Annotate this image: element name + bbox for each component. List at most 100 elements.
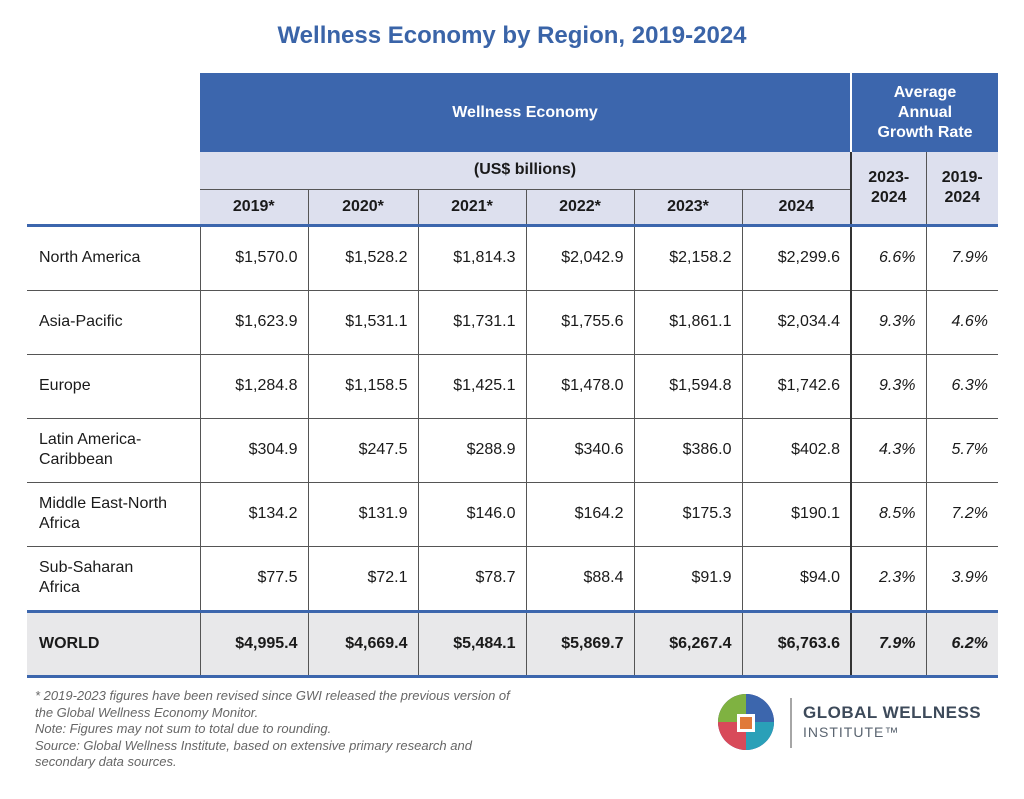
value-cell: $1,284.8 <box>199 354 308 419</box>
data-row: Europe $1,284.8 $1,158.5 $1,425.1 $1,478.0 $1… <box>27 354 998 419</box>
growth-period-line: 2024 <box>870 188 907 206</box>
blank-cell <box>27 189 200 225</box>
growth-cell: 2.3% <box>850 546 926 612</box>
growth-cell: 8.5% <box>850 482 926 547</box>
year: 2020* <box>307 188 418 225</box>
growth-header-line: Annual <box>897 103 953 121</box>
growth-cell: 3.9% <box>925 546 998 612</box>
total-row: WORLD $4,995.4 $4,669.4 $5,484.1 $5,869.7 $6,… <box>27 609 998 678</box>
note-line: Note: Figures may not sum to total due t… <box>35 721 332 736</box>
note-line: * 2019-2023 figures have been revised si… <box>35 688 510 703</box>
value-cell: $304.9 <box>199 418 308 483</box>
value-cell: $1,570.0 <box>199 223 308 291</box>
value-cell: $1,755.6 <box>525 290 634 355</box>
value-cell: $91.9 <box>633 546 742 612</box>
value-cell: $340.6 <box>525 418 634 483</box>
value-cell: $1,528.2 <box>307 223 418 291</box>
value-cell: $131.9 <box>307 482 418 547</box>
value-cell: $88.4 <box>525 546 634 612</box>
row-label: Sub-Saharan Africa <box>27 546 200 612</box>
row-label-line: Asia-Pacific <box>39 313 123 330</box>
value-cell: $247.5 <box>307 418 418 483</box>
growth-header-line: Growth Rate <box>877 123 973 141</box>
growth-cell: 4.3% <box>850 418 926 483</box>
growth-period-line: 2024 <box>944 188 981 206</box>
years-row: 2019* 2020* 2021* 2022* 2023* 2024 <box>27 188 998 225</box>
row-label-line: WORLD <box>39 634 100 652</box>
row-label: WORLD <box>27 609 200 678</box>
growth-period: 2019- 2024 <box>925 152 998 225</box>
value-cell: $78.7 <box>417 546 526 612</box>
blank-cell <box>27 152 200 189</box>
row-label-line: Africa <box>39 515 80 532</box>
value-cell: $1,478.0 <box>525 354 634 419</box>
row-label-line: Middle East-North <box>39 495 168 512</box>
year: 2019* <box>200 188 308 225</box>
value-cell: $1,742.6 <box>741 354 851 419</box>
value-cell: $77.5 <box>199 546 308 612</box>
title: Wellness Economy by Region, 2019-2024 <box>277 22 747 49</box>
growth-cell: 4.6% <box>925 290 998 355</box>
row-label: Latin America- Caribbean <box>27 418 200 483</box>
value-cell: $146.0 <box>417 482 526 547</box>
value-cell: $164.2 <box>525 482 634 547</box>
row-label: North America <box>27 223 200 291</box>
value-cell: $2,299.6 <box>741 223 851 291</box>
value-cell: $1,158.5 <box>307 354 418 419</box>
growth-header: Average Annual Growth Rate <box>850 73 998 152</box>
value-cell: $1,531.1 <box>307 290 418 355</box>
table: Wellness Economy Average Annual Growth Rate… <box>27 73 998 678</box>
value-cell: $175.3 <box>633 482 742 547</box>
value-cell: $6,267.4 <box>633 609 742 678</box>
note-line: Source: Global Wellness Institute, based… <box>35 737 472 753</box>
year: 2024 <box>741 188 851 225</box>
row-label-line: Europe <box>39 377 91 394</box>
growth-period: 2023- 2024 <box>850 152 926 225</box>
notes: * 2019-2023 figures have been revised si… <box>35 688 510 771</box>
value-cell: $386.0 <box>633 418 742 483</box>
row-label-line: Sub-Saharan <box>39 559 134 576</box>
value-cell: $4,669.4 <box>307 609 418 678</box>
value-cell: $1,814.3 <box>417 223 526 291</box>
value-cell: $402.8 <box>741 418 851 483</box>
blank-cell <box>27 73 200 152</box>
logo-icon <box>718 694 792 750</box>
growth-cell: 6.2% <box>925 609 998 678</box>
year: 2023* <box>633 188 742 225</box>
row-label-line: Latin America- <box>39 431 142 448</box>
value-cell: $1,731.1 <box>417 290 526 355</box>
growth-cell: 6.6% <box>850 223 926 291</box>
value-cell: $1,623.9 <box>199 290 308 355</box>
group-header: Wellness Economy <box>200 73 851 152</box>
units: (US$ billions) <box>200 152 851 189</box>
data-row: Sub-Saharan Africa $77.5 $72.1 $78.7 $88.4 $91… <box>27 546 998 612</box>
value-cell: $2,158.2 <box>633 223 742 291</box>
row-label: Europe <box>27 354 200 419</box>
growth-cell: 7.9% <box>925 223 998 291</box>
note-line: secondary data sources. <box>35 754 177 769</box>
value-cell: $1,594.8 <box>633 354 742 419</box>
value-cell: $1,861.1 <box>633 290 742 355</box>
value-cell: $6,763.6 <box>741 609 851 678</box>
value-cell: $190.1 <box>741 482 851 547</box>
value-cell: $72.1 <box>307 546 418 612</box>
row-label-line: Africa <box>39 579 80 596</box>
growth-cell: 9.3% <box>850 354 926 419</box>
row-label-line: North America <box>39 249 141 266</box>
note-line: the Global Wellness Economy Monitor. <box>35 704 259 720</box>
growth-cell: 5.7% <box>925 418 998 483</box>
logo-name: GLOBAL WELLNESS <box>803 703 982 722</box>
growth-cell: 7.9% <box>850 609 926 678</box>
value-cell: $288.9 <box>417 418 526 483</box>
value-cell: $5,484.1 <box>417 609 526 678</box>
growth-cell: 7.2% <box>925 482 998 547</box>
value-cell: $94.0 <box>741 546 851 612</box>
data-row: Middle East-North Africa $134.2 $131.9 $146.… <box>27 482 998 547</box>
year: 2022* <box>525 188 634 225</box>
row-label: Middle East-North Africa <box>27 482 200 547</box>
units-row: (US$ billions) 2023- 2024 2019- 2024 <box>27 152 998 225</box>
growth-period-line: 2019- <box>941 168 983 186</box>
data-row: Latin America- Caribbean $304.9 $247.5 $288.… <box>27 418 998 483</box>
row-label: Asia-Pacific <box>27 290 200 355</box>
growth-cell: 9.3% <box>850 290 926 355</box>
